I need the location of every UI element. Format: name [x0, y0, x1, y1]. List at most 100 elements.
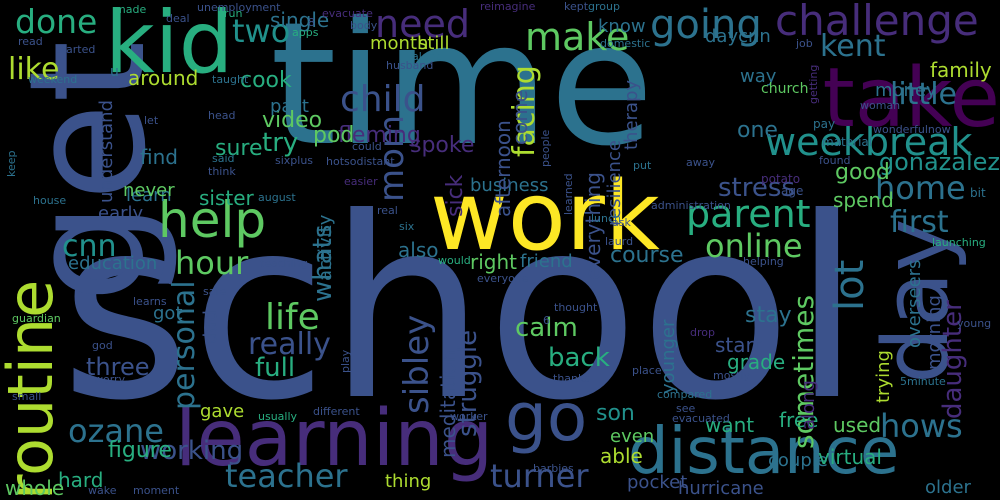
word-good: good [835, 160, 890, 185]
word-done: done [15, 2, 98, 41]
word-single: single [270, 8, 330, 32]
word-away: away [686, 156, 715, 169]
word-laurd: laurd [605, 235, 634, 248]
word-figure: figure [108, 438, 172, 463]
word-full: full [255, 353, 296, 383]
word-alone: alone [412, 50, 443, 63]
word-learned: learned [562, 173, 575, 215]
word-house: house [33, 194, 67, 207]
word-whole: whole [5, 476, 65, 500]
word-thanks: thanks [553, 372, 591, 385]
word-teacher: teacher [225, 457, 348, 495]
word-started: started [56, 43, 96, 56]
word-real: real [377, 204, 398, 217]
word-along: along [798, 380, 819, 430]
word-pod: pod [313, 123, 355, 148]
word-people: people [539, 129, 552, 167]
word-drop: drop [690, 326, 715, 339]
word-business: business [470, 175, 549, 196]
word-older: older [925, 477, 971, 498]
word-like: like [8, 52, 60, 87]
word-online: online [705, 227, 803, 265]
word-helping: helping [743, 255, 784, 268]
word-barbies: barbies [533, 462, 574, 475]
word-thing: thing [385, 471, 432, 492]
word-hour: hour [175, 244, 249, 282]
word-said: said [212, 152, 235, 165]
word-august: august [258, 191, 296, 204]
word-go: go [505, 379, 588, 456]
word-made: made [115, 3, 147, 16]
word-challenge: challenge [775, 0, 979, 45]
word-let: let [144, 114, 159, 127]
word-back: back [548, 343, 610, 373]
word-time: time [270, 0, 655, 184]
word-young: young [957, 317, 992, 330]
word-husband: husband [386, 59, 434, 72]
word-way: way [740, 66, 777, 87]
word-learning: learning [175, 394, 494, 484]
word-play: play [339, 349, 352, 373]
word-trying: trying [873, 350, 894, 403]
word-place: place [632, 364, 662, 377]
word-son: son [596, 401, 635, 426]
word-teaching: teaching [260, 257, 308, 270]
word-weekend: weekend [28, 73, 78, 86]
word-make: make [525, 15, 630, 59]
word-hows: hows [880, 407, 963, 445]
word-daycnn: daycnn [705, 26, 771, 47]
word-weekbreak: weekbreak [765, 120, 973, 164]
word-different: different [313, 405, 360, 418]
word-early: early [98, 203, 144, 224]
word-god: god [92, 339, 113, 352]
word-launching: launching [932, 236, 986, 249]
word-therapy: therapy [621, 79, 642, 150]
word-activity: activity [315, 214, 336, 281]
word-grade: grade [727, 350, 786, 374]
word-found: found [819, 154, 851, 167]
word-course: course [610, 243, 684, 268]
word-taught: taught [212, 73, 249, 86]
word-morning: morning [924, 295, 945, 370]
word-start: start [715, 333, 762, 357]
word-kid: kid [105, 0, 234, 93]
word-ask: ask [612, 216, 631, 229]
word-keep: keep [5, 150, 18, 178]
word-working: working [140, 436, 244, 466]
word-evacuate: evacuate [322, 7, 373, 20]
word-younger: younger [658, 319, 679, 394]
word-church: church [761, 81, 809, 97]
word-one: one [737, 118, 778, 143]
word-wonderfulnow: wonderfulnow [873, 123, 951, 136]
word-worker: worker [450, 410, 488, 423]
word-spoke: spoke [410, 133, 475, 158]
word-sister: sister [199, 186, 254, 210]
word-bit: bit [970, 186, 986, 200]
word-personal: personal [167, 280, 202, 410]
word-know: know [598, 16, 646, 37]
word-calm: calm [515, 313, 578, 343]
word-virtual: virtual [818, 445, 882, 469]
word-past: past [270, 96, 309, 117]
word-distance: distance [628, 415, 900, 489]
word-also: also [398, 238, 439, 262]
word-moment: moment [133, 484, 180, 497]
word-ozane: ozane [68, 412, 164, 450]
word-dad: dad [200, 310, 221, 344]
word-pocket: pocket [627, 472, 688, 493]
word-need: need [375, 2, 470, 46]
word-meditation: meditation [436, 349, 460, 458]
word-sure: sure [215, 136, 263, 161]
word-evacuated: evacuated [672, 412, 730, 425]
word-woman: woman [860, 99, 901, 112]
word-sick: sick [443, 174, 468, 217]
word-8: 8 [308, 16, 315, 29]
word-head: head [208, 109, 236, 122]
word-usually: usually [258, 410, 298, 423]
word-worry: worry [94, 373, 126, 386]
word-cook: cook [240, 68, 292, 93]
word-would: would [438, 254, 471, 267]
word-school: school [60, 164, 862, 455]
word-come: come [508, 89, 532, 145]
